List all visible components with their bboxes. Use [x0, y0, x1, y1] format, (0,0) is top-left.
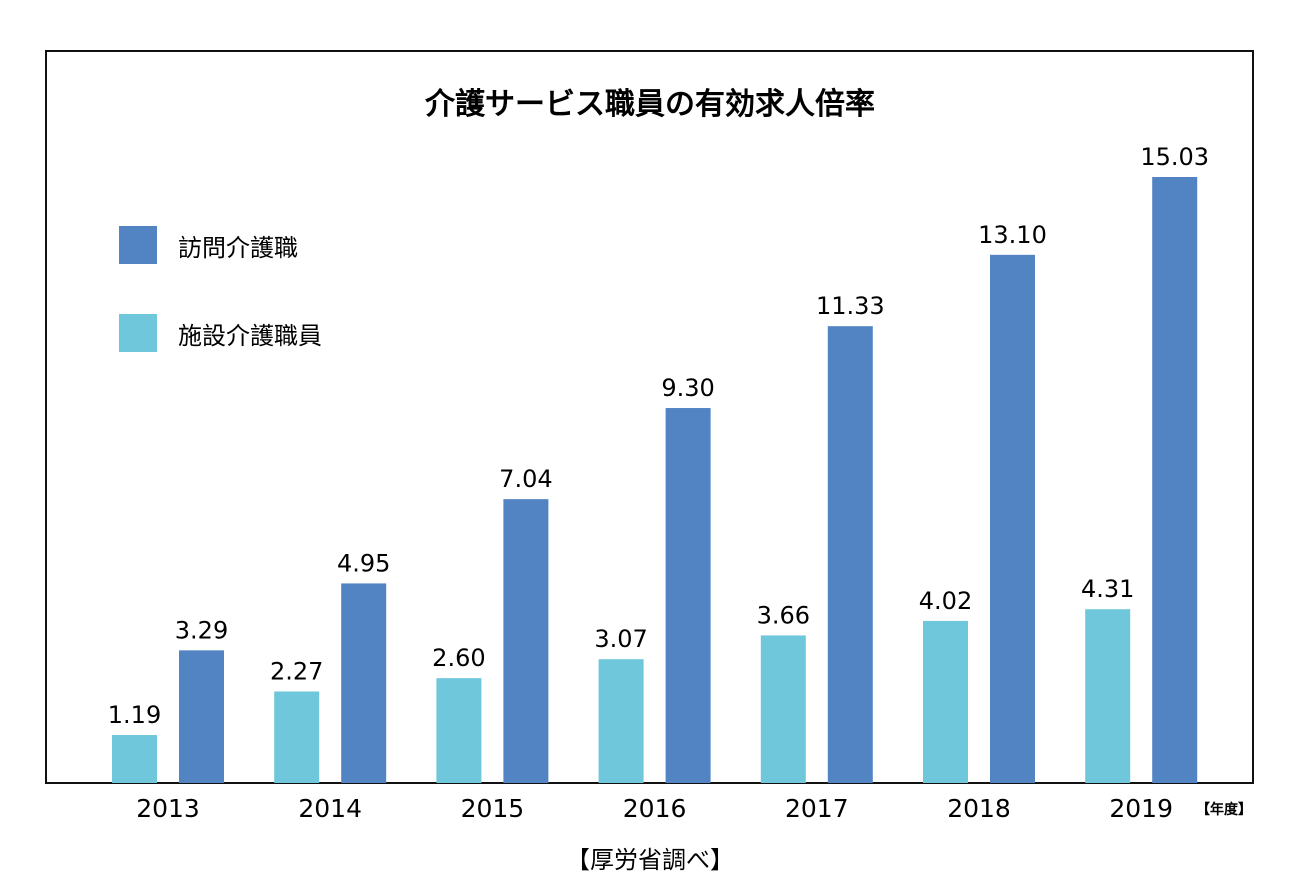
- x-tick-label: 2014: [298, 794, 362, 823]
- data-label: 4.95: [337, 549, 390, 577]
- chart-title: 介護サービス職員の有効求人倍率: [424, 87, 875, 122]
- x-tick-label: 2018: [947, 794, 1011, 823]
- legend-swatch-facility: [119, 314, 157, 352]
- bar-facility-2016: [598, 659, 644, 783]
- data-label: 3.66: [757, 601, 810, 629]
- data-label: 2.27: [270, 657, 323, 685]
- chart-frame: [45, 50, 1254, 784]
- bar-visiting-2015: [503, 499, 549, 783]
- x-tick-label: 2019: [1109, 794, 1173, 823]
- bar-visiting-2013: [179, 650, 224, 783]
- x-unit-label: 【年度】: [1196, 801, 1252, 818]
- bar-facility-2017: [760, 635, 806, 783]
- data-label: 4.02: [919, 587, 972, 615]
- bar-visiting-2016: [665, 408, 711, 783]
- x-tick-label: 2013: [136, 794, 200, 823]
- x-tick-label: 2016: [623, 794, 687, 823]
- legend-swatch-visiting: [119, 226, 157, 264]
- source-note: 【厚労省調べ】: [566, 846, 734, 874]
- data-label: 13.10: [978, 221, 1047, 249]
- data-label: 3.07: [594, 625, 647, 653]
- data-label: 15.03: [1140, 143, 1209, 171]
- bar-facility-2019: [1085, 609, 1131, 783]
- bar-facility-2013: [112, 735, 157, 783]
- bar-facility-2018: [923, 620, 968, 783]
- legend-label-visiting: 訪問介護職: [178, 234, 298, 262]
- bar-visiting-2014: [341, 583, 387, 783]
- legend-label-facility: 施設介護職員: [178, 322, 322, 350]
- x-tick-label: 2017: [785, 794, 849, 823]
- data-label: 1.19: [108, 701, 161, 729]
- data-label: 2.60: [432, 644, 485, 672]
- data-label: 9.30: [661, 374, 714, 402]
- data-label: 4.31: [1081, 575, 1134, 603]
- data-label: 11.33: [816, 292, 885, 320]
- bar-facility-2015: [436, 678, 482, 783]
- bar-facility-2014: [274, 691, 320, 783]
- x-tick-label: 2015: [461, 794, 525, 823]
- bar-visiting-2018: [990, 254, 1035, 784]
- bar-visiting-2019: [1152, 177, 1198, 783]
- data-label: 3.29: [175, 616, 228, 644]
- data-label: 7.04: [499, 465, 552, 493]
- bar-visiting-2017: [827, 326, 873, 783]
